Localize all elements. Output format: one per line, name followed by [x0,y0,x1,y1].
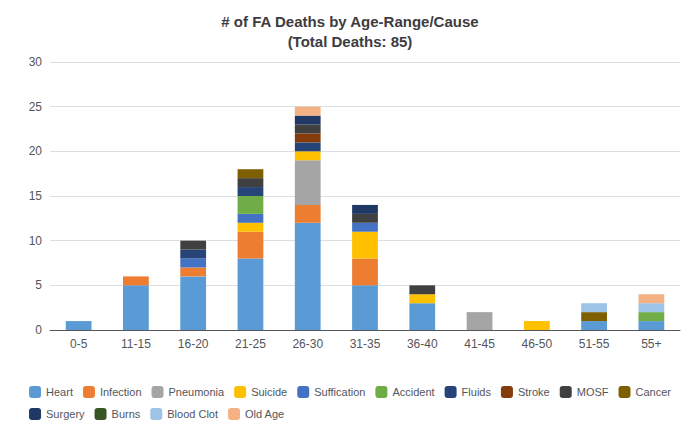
svg-text:10: 10 [29,234,43,248]
svg-text:Blood Clot: Blood Clot [167,408,218,420]
svg-text:36-40: 36-40 [407,337,438,351]
svg-text:41-45: 41-45 [464,337,495,351]
svg-text:Stroke: Stroke [518,386,550,398]
svg-text:Burns: Burns [112,408,141,420]
svg-text:Fluids: Fluids [462,386,492,398]
svg-text:0: 0 [35,323,42,337]
svg-text:MOSF: MOSF [577,386,609,398]
svg-text:Surgery: Surgery [46,408,85,420]
svg-text:46-50: 46-50 [521,337,552,351]
svg-text:15: 15 [29,189,43,203]
svg-text:Suffication: Suffication [314,386,365,398]
svg-text:21-25: 21-25 [235,337,266,351]
svg-text:31-35: 31-35 [350,337,381,351]
svg-text:# of FA Deaths by Age-Range/Ca: # of FA Deaths by Age-Range/Cause [221,13,478,30]
svg-text:30: 30 [29,55,43,69]
svg-text:0-5: 0-5 [70,337,88,351]
svg-text:Old Age: Old Age [245,408,284,420]
svg-text:25: 25 [29,100,43,114]
svg-text:16-20: 16-20 [178,337,209,351]
svg-text:Heart: Heart [46,386,73,398]
svg-text:20: 20 [29,144,43,158]
svg-text:Cancer: Cancer [636,386,672,398]
svg-text:(Total Deaths: 85): (Total Deaths: 85) [288,33,413,50]
svg-text:Infection: Infection [100,386,142,398]
svg-text:11-15: 11-15 [121,337,151,351]
svg-text:Accident: Accident [392,386,434,398]
svg-text:55+: 55+ [641,337,661,351]
svg-text:5: 5 [35,278,42,292]
svg-text:26-30: 26-30 [292,337,323,351]
svg-text:Suicide: Suicide [251,386,287,398]
svg-text:51-55: 51-55 [579,337,610,351]
svg-text:Pneumonia: Pneumonia [169,386,226,398]
